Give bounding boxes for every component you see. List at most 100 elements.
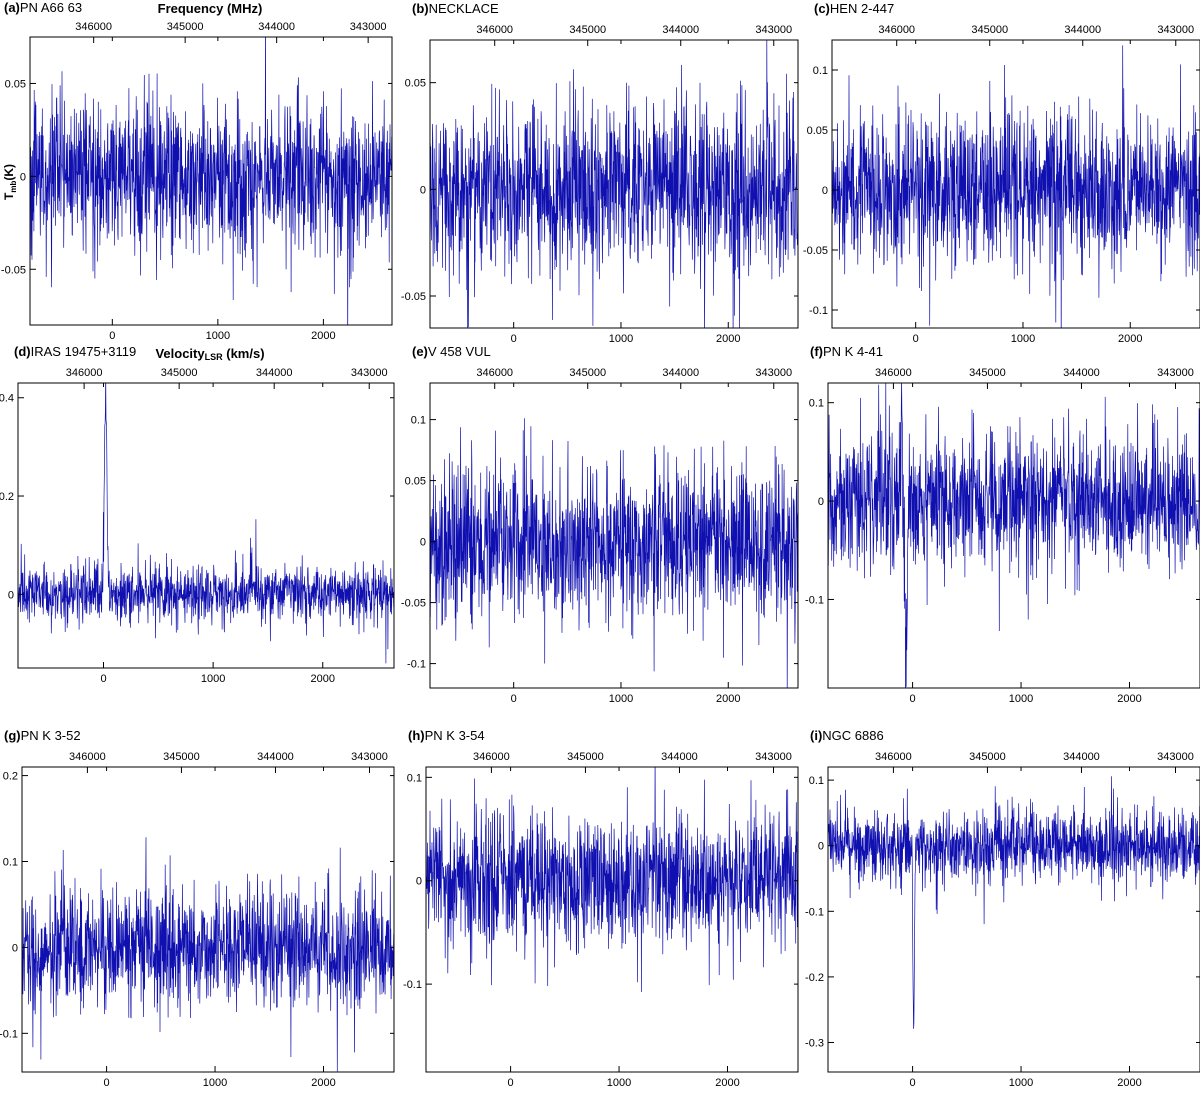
x-tick-label: 1000 <box>1009 693 1033 705</box>
panel-f: 0 1000 2000 346000 345000 344000 343000 -0.1 0 0.… <box>805 344 1200 705</box>
y-tick-label: 0.4 <box>0 393 14 405</box>
panel-title: (c)HEN 2-447 <box>814 1 894 16</box>
x-tick-label: 2000 <box>715 1077 739 1089</box>
x-tick-label: 0 <box>910 1077 916 1089</box>
x-tick-label: 2000 <box>716 333 740 345</box>
panel-object-name: HEN 2-447 <box>830 1 894 16</box>
freq-tick-label: 346000 <box>875 367 912 379</box>
panel-title: (e)V 458 VUL <box>412 344 491 359</box>
x-tick-label: 1000 <box>1009 1077 1033 1089</box>
x-tick-label: 0 <box>100 673 106 685</box>
plot-frame <box>429 39 799 329</box>
panel-object-name: NGC 6886 <box>822 728 883 743</box>
y-tick-label: -0.1 <box>805 594 824 606</box>
panel-g: 0 1000 2000 346000 345000 344000 343000 -0.1 0 0.… <box>0 728 395 1089</box>
panel-title: (h)PN K 3-54 <box>408 728 485 743</box>
x-tick-label: 1000 <box>201 673 225 685</box>
freq-tick-label: 343000 <box>1157 367 1194 379</box>
freq-tick-label: 344000 <box>256 367 293 379</box>
spectrum-line <box>832 45 1200 328</box>
x-tick-label: 1000 <box>203 1077 227 1089</box>
panel-title: (f)PN K 4-41 <box>810 344 883 359</box>
y-axis-title: Tmb(K) <box>2 164 18 200</box>
spectrum-line <box>828 383 1200 688</box>
y-tick-label: 0.1 <box>809 398 824 410</box>
y-tick-label: -0.05 <box>401 291 426 303</box>
panel-label: (d) <box>14 344 31 359</box>
y-tick-label: -0.1 <box>407 659 426 671</box>
freq-tick-label: 343000 <box>351 751 388 763</box>
panel-h: 0 1000 2000 346000 345000 344000 343000 -0.1 0 0.… <box>403 728 799 1089</box>
x-tick-label: 1000 <box>607 1077 631 1089</box>
y-tick-label: 0 <box>416 876 422 888</box>
y-tick-label: 0.1 <box>813 65 828 77</box>
freq-tick-label: 346000 <box>473 751 510 763</box>
freq-tick-label: 345000 <box>569 24 606 36</box>
x-tick-label: 1000 <box>609 333 633 345</box>
panel-object-name: NECKLACE <box>429 1 499 16</box>
freq-tick-label: 344000 <box>661 751 698 763</box>
freq-tick-label: 346000 <box>69 751 106 763</box>
freq-tick-label: 346000 <box>476 367 513 379</box>
panel-b: 0 1000 2000 346000 345000 344000 343000 -0.05 0 0… <box>401 1 799 345</box>
freq-tick-label: 343000 <box>351 367 388 379</box>
freq-tick-label: 345000 <box>569 367 606 379</box>
x-tick-label: 2000 <box>311 330 335 342</box>
panel-label: (a) <box>4 0 20 15</box>
freq-tick-label: 345000 <box>167 21 204 33</box>
freq-tick-label: 345000 <box>161 367 198 379</box>
y-tick-label: -0.1 <box>0 1028 18 1040</box>
x-tick-label: 0 <box>109 330 115 342</box>
y-tick-label: 0.05 <box>405 476 426 488</box>
panel-object-name: IRAS 19475+3119 <box>31 344 137 359</box>
plot-frame <box>21 766 395 1073</box>
panel-object-name: PN K 3-52 <box>21 728 81 743</box>
y-tick-label: 0 <box>8 589 14 601</box>
panel-label: (e) <box>412 344 428 359</box>
freq-tick-label: 343000 <box>755 751 792 763</box>
y-tick-label: 0.2 <box>0 491 14 503</box>
freq-tick-label: 343000 <box>755 367 792 379</box>
y-tick-label: 0.1 <box>407 772 422 784</box>
x-tick-label: 2000 <box>1117 693 1141 705</box>
panel-object-name: PN A66 63 <box>20 0 82 15</box>
spectrum-line <box>430 40 798 328</box>
plot-frame <box>831 39 1200 329</box>
y-tick-label: 0 <box>818 496 824 508</box>
panel-object-name: PN K 4-41 <box>823 344 883 359</box>
plot-frame <box>429 382 799 689</box>
frequency-axis-title: Frequency (MHz) <box>158 1 263 16</box>
freq-tick-label: 344000 <box>1063 367 1100 379</box>
panel-label: (g) <box>4 728 21 743</box>
freq-tick-label: 345000 <box>971 24 1008 36</box>
x-tick-label: 0 <box>508 1077 514 1089</box>
x-tick-label: 2000 <box>716 693 740 705</box>
freq-tick-label: 343000 <box>755 24 792 36</box>
panel-title: (a)PN A66 63 <box>4 0 82 15</box>
panel-object-name: V 458 VUL <box>428 344 491 359</box>
y-tick-label: 0.2 <box>3 771 18 783</box>
panel-a: 0 1000 2000 346000 345000 344000 343000 -0.05 0 0… <box>1 0 393 342</box>
y-tick-label: 0 <box>20 171 26 183</box>
panel-i: 0 1000 2000 346000 345000 344000 343000 -0.3 -0.… <box>805 728 1200 1089</box>
y-tick-label: 0 <box>420 537 426 549</box>
panel-d: 0 1000 2000 346000 345000 344000 343000 0 0.2 0.4… <box>0 344 395 685</box>
x-tick-label: 0 <box>104 1077 110 1089</box>
freq-tick-label: 344000 <box>257 751 294 763</box>
freq-tick-label: 344000 <box>1063 751 1100 763</box>
freq-tick-label: 346000 <box>75 21 112 33</box>
panel-label: (b) <box>412 1 429 16</box>
freq-tick-label: 345000 <box>969 367 1006 379</box>
freq-tick-label: 344000 <box>258 21 295 33</box>
y-tick-label: 0.1 <box>411 415 426 427</box>
y-tick-label: -0.2 <box>805 972 824 984</box>
y-tick-label: 0.05 <box>5 78 26 90</box>
x-tick-label: 2000 <box>1118 333 1142 345</box>
y-tick-label: 0.1 <box>3 857 18 869</box>
panel-e: 0 1000 2000 346000 345000 344000 343000 -0.1 -0.… <box>401 344 799 705</box>
panel-title: (b)NECKLACE <box>412 1 499 16</box>
y-tick-label: 0.05 <box>405 78 426 90</box>
plot-frame <box>17 382 395 669</box>
freq-tick-label: 346000 <box>476 24 513 36</box>
y-tick-label: -0.1 <box>403 979 422 991</box>
